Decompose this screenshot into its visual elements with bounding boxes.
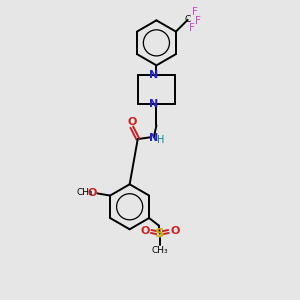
Text: C: C bbox=[184, 15, 191, 24]
Text: CH₃: CH₃ bbox=[152, 246, 168, 255]
Text: N: N bbox=[149, 99, 158, 109]
Text: N: N bbox=[149, 70, 158, 80]
Text: S: S bbox=[155, 227, 165, 240]
Text: F: F bbox=[189, 23, 194, 33]
Text: O: O bbox=[140, 226, 149, 236]
Text: F: F bbox=[196, 16, 201, 26]
Text: O: O bbox=[88, 188, 97, 198]
Text: N: N bbox=[149, 133, 158, 142]
Text: H: H bbox=[157, 135, 164, 145]
Text: CH₃: CH₃ bbox=[76, 188, 93, 197]
Text: O: O bbox=[127, 117, 136, 128]
Text: O: O bbox=[170, 226, 179, 236]
Text: F: F bbox=[192, 7, 198, 17]
